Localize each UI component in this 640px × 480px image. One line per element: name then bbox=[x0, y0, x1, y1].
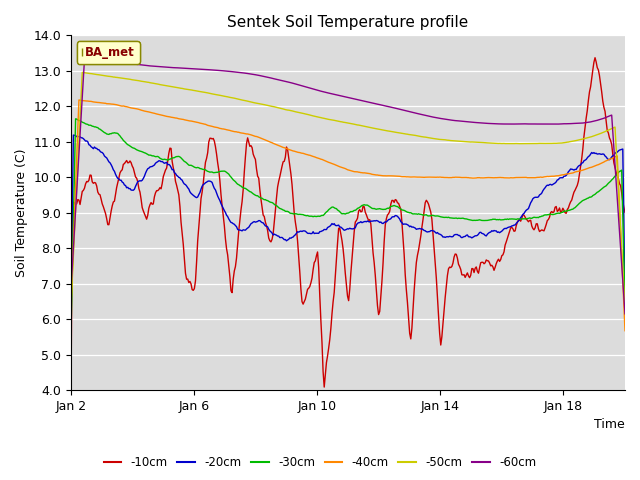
-60cm bbox=[335, 93, 342, 98]
-50cm bbox=[609, 125, 616, 131]
Y-axis label: Soil Temperature (C): Soil Temperature (C) bbox=[15, 148, 28, 277]
-30cm bbox=[609, 176, 616, 182]
-60cm bbox=[67, 283, 75, 289]
Line: -20cm: -20cm bbox=[71, 135, 625, 302]
-10cm bbox=[621, 210, 629, 216]
-20cm bbox=[609, 153, 616, 159]
Legend: -10cm, -20cm, -30cm, -40cm, -50cm, -60cm: -10cm, -20cm, -30cm, -40cm, -50cm, -60cm bbox=[99, 452, 541, 474]
-50cm bbox=[522, 141, 530, 146]
Legend: BA_met: BA_met bbox=[77, 41, 140, 64]
-20cm bbox=[70, 132, 77, 138]
-50cm bbox=[621, 305, 629, 311]
-20cm bbox=[621, 299, 629, 305]
-50cm bbox=[67, 299, 75, 305]
-40cm bbox=[522, 175, 530, 180]
-60cm bbox=[81, 57, 88, 62]
-20cm bbox=[522, 207, 530, 213]
-30cm bbox=[522, 216, 530, 222]
-20cm bbox=[335, 222, 342, 228]
-40cm bbox=[332, 162, 339, 168]
Title: Sentek Soil Temperature profile: Sentek Soil Temperature profile bbox=[227, 15, 468, 30]
-60cm bbox=[621, 311, 629, 317]
-20cm bbox=[368, 218, 376, 224]
-30cm bbox=[398, 207, 406, 213]
-40cm bbox=[609, 155, 616, 161]
-50cm bbox=[335, 119, 342, 124]
-50cm bbox=[79, 70, 86, 75]
-10cm bbox=[332, 273, 339, 279]
-20cm bbox=[332, 223, 339, 228]
-30cm bbox=[72, 116, 79, 122]
-50cm bbox=[368, 125, 376, 131]
Line: -10cm: -10cm bbox=[71, 58, 625, 387]
-30cm bbox=[368, 205, 376, 211]
-40cm bbox=[368, 171, 376, 177]
-50cm bbox=[332, 118, 339, 123]
-30cm bbox=[621, 302, 629, 308]
-60cm bbox=[522, 121, 530, 127]
-10cm bbox=[591, 55, 599, 60]
-40cm bbox=[75, 97, 83, 103]
-10cm bbox=[67, 371, 75, 376]
-10cm bbox=[335, 226, 342, 231]
-50cm bbox=[398, 131, 406, 136]
-60cm bbox=[398, 107, 406, 113]
-60cm bbox=[368, 100, 376, 106]
-10cm bbox=[522, 216, 530, 222]
Line: -40cm: -40cm bbox=[71, 100, 625, 331]
-60cm bbox=[332, 92, 339, 97]
-10cm bbox=[610, 160, 618, 166]
-20cm bbox=[67, 291, 75, 297]
-40cm bbox=[335, 163, 342, 169]
-40cm bbox=[621, 328, 629, 334]
-30cm bbox=[335, 208, 342, 214]
-10cm bbox=[321, 384, 328, 390]
-40cm bbox=[67, 299, 75, 304]
-40cm bbox=[398, 174, 406, 180]
X-axis label: Time: Time bbox=[595, 419, 625, 432]
-10cm bbox=[368, 236, 376, 242]
-60cm bbox=[609, 129, 616, 134]
-30cm bbox=[67, 322, 75, 328]
-30cm bbox=[332, 205, 339, 211]
-10cm bbox=[398, 219, 406, 225]
Line: -30cm: -30cm bbox=[71, 119, 625, 325]
Line: -50cm: -50cm bbox=[71, 72, 625, 308]
-20cm bbox=[398, 220, 406, 226]
Line: -60cm: -60cm bbox=[71, 60, 625, 314]
